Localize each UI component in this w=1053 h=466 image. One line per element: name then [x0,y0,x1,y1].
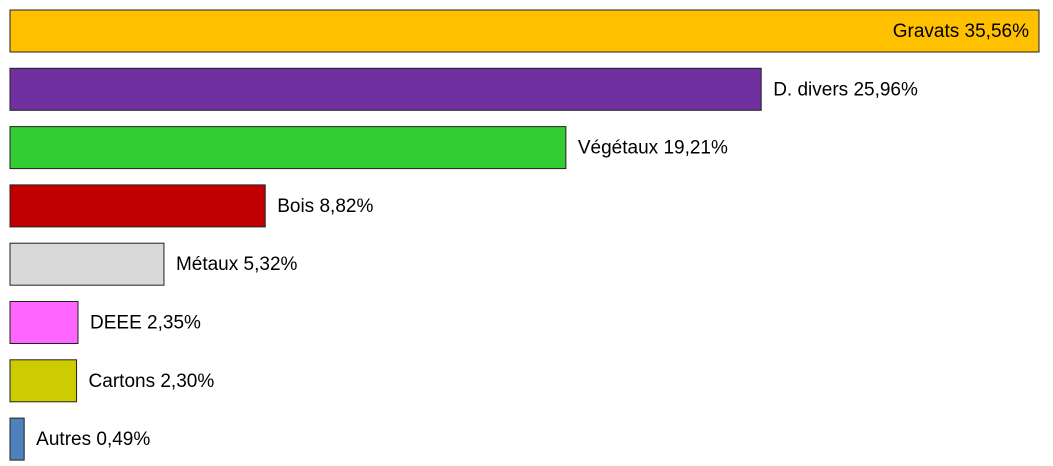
value-label: 19,21% [663,138,728,159]
bar-label: Végétaux 19,21% [578,138,728,159]
bar [9,417,25,461]
bar-label: Métaux 5,32% [176,254,298,275]
bar-label: Cartons 2,30% [89,371,215,392]
bar-label: D. divers 25,96% [773,79,918,100]
value-label: 8,82% [319,196,373,217]
bar-label: Gravats 35,56% [893,21,1029,42]
bar-label: Bois 8,82% [277,196,373,217]
category-label: Cartons [89,371,156,392]
bar [9,184,266,228]
value-label: 0,49% [96,429,150,450]
bar [9,9,1040,53]
bar [9,242,165,286]
category-label: D. divers [773,79,848,100]
bar [9,301,79,344]
category-label: Autres [36,429,91,450]
value-label: 2,35% [147,313,201,334]
bar [9,126,567,170]
category-label: Bois [277,196,314,217]
category-label: Gravats [893,21,960,42]
value-label: 25,96% [853,79,918,100]
category-label: Métaux [176,254,239,275]
bar [9,67,762,111]
category-label: DEEE [90,313,142,334]
bar-label: Autres 0,49% [36,429,150,450]
value-label: 2,30% [160,371,214,392]
bar [9,359,78,403]
bar-label: DEEE 2,35% [90,313,201,334]
value-label: 35,56% [965,21,1030,42]
value-label: 5,32% [244,254,298,275]
category-label: Végétaux [578,138,659,159]
